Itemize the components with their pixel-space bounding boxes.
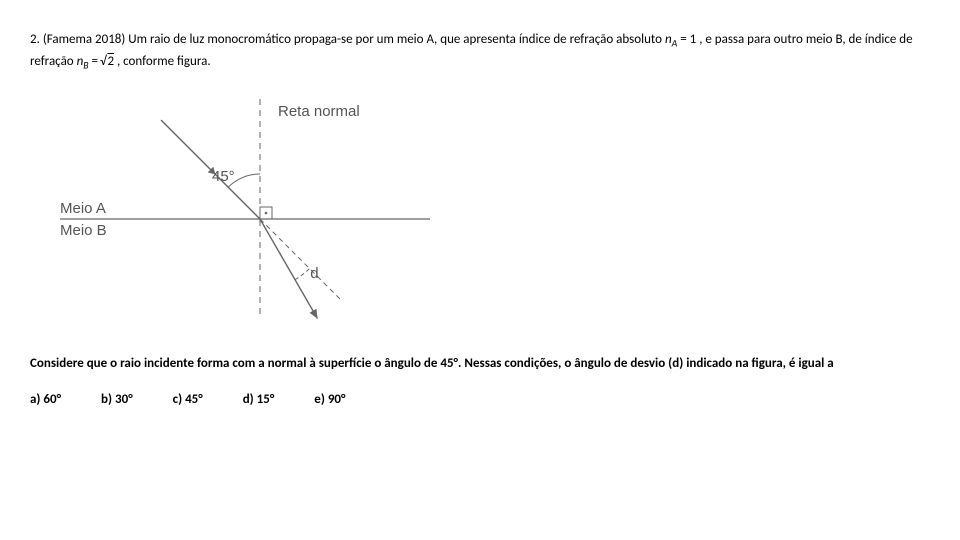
problem-number: 2. bbox=[30, 32, 40, 47]
option-c[interactable]: c) 45° bbox=[173, 392, 203, 407]
problem-text-1: Um raio de luz monocromático propaga-se … bbox=[128, 32, 665, 47]
answer-options: a) 60° b) 30° c) 45° d) 15° e) 90° bbox=[30, 392, 930, 407]
diagram-svg: Reta normal 45° Meio A Meio B d bbox=[30, 94, 430, 324]
option-a[interactable]: a) 60° bbox=[30, 392, 61, 407]
svg-text:Meio B: Meio B bbox=[60, 222, 107, 239]
nA-symbol: n bbox=[665, 32, 672, 47]
svg-text:Meio A: Meio A bbox=[60, 200, 106, 217]
problem-text-3: , conforme figura. bbox=[117, 54, 211, 69]
option-b[interactable]: b) 30° bbox=[101, 392, 133, 407]
problem-source: (Famema 2018) bbox=[43, 32, 126, 47]
nB-radical: √√22 bbox=[101, 54, 114, 69]
question-text: Considere que o raio incidente forma com… bbox=[30, 354, 930, 374]
refraction-diagram: Reta normal 45° Meio A Meio B d bbox=[30, 94, 430, 324]
question-body: Considere que o raio incidente forma com… bbox=[30, 356, 834, 371]
option-d[interactable]: d) 15° bbox=[243, 392, 275, 407]
svg-text:d: d bbox=[310, 265, 318, 282]
problem-statement: 2. (Famema 2018) Um raio de luz monocrom… bbox=[30, 30, 930, 74]
svg-text:Reta normal: Reta normal bbox=[278, 103, 360, 120]
option-e[interactable]: e) 90° bbox=[314, 392, 345, 407]
nA-value: = 1 bbox=[677, 32, 696, 47]
svg-text:45°: 45° bbox=[212, 168, 235, 185]
